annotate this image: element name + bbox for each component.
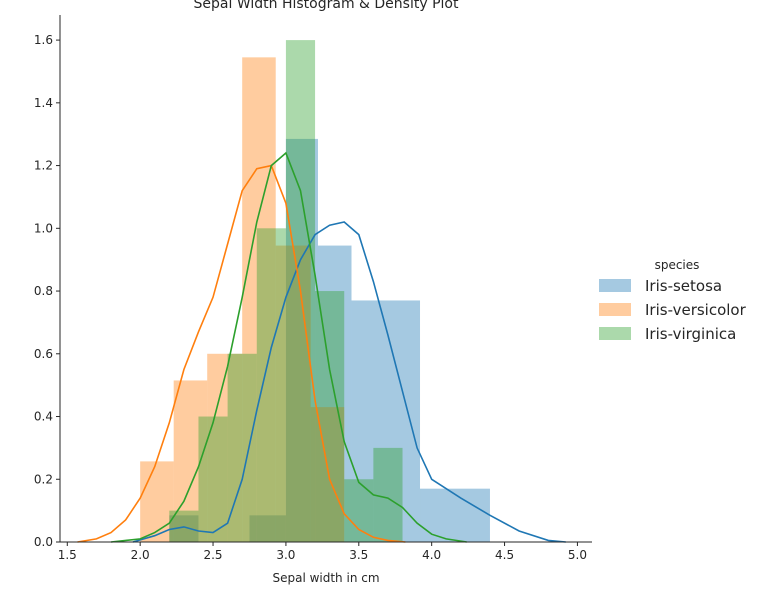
x-tick-label: 2.5 bbox=[203, 548, 222, 562]
legend-label: Iris-setosa bbox=[645, 277, 722, 295]
histogram-bar bbox=[198, 416, 228, 542]
x-tick-label: 4.5 bbox=[495, 548, 514, 562]
histogram-iris-setosa bbox=[169, 138, 490, 542]
histogram-bar bbox=[173, 380, 208, 542]
x-tick-label: 1.5 bbox=[58, 548, 77, 562]
legend-swatch bbox=[599, 279, 631, 292]
density-line-iris-versicolor bbox=[77, 164, 406, 543]
histogram-bar bbox=[207, 353, 243, 542]
legend-label: Iris-virginica bbox=[645, 325, 736, 343]
y-tick-label: 1.6 bbox=[34, 33, 53, 47]
y-tick-label: 0.6 bbox=[34, 347, 53, 361]
histogram-bar bbox=[275, 245, 311, 542]
x-tick-label: 3.0 bbox=[276, 548, 295, 562]
x-axis-label: Sepal width in cm bbox=[272, 571, 379, 585]
histogram-bar bbox=[140, 461, 174, 542]
axes: 1.5 2.0 2.5 3.0 3.5 4.0 4.5 5.0 0.0 0.2 0.4 0.6 0.8… bbox=[34, 15, 592, 562]
y-tick-label: 1.2 bbox=[34, 159, 53, 173]
histogram-bar bbox=[242, 57, 276, 543]
histogram-iris-versicolor bbox=[140, 57, 345, 543]
chart-title: Sepal Width Histogram & Density Plot bbox=[194, 0, 459, 12]
histogram-bar bbox=[351, 300, 421, 542]
y-ticks: 0.0 0.2 0.4 0.6 0.8 1.0 1.2 1.4 1.6 bbox=[34, 33, 60, 549]
histogram-bar bbox=[373, 447, 403, 542]
y-tick-label: 0.4 bbox=[34, 410, 53, 424]
histogram-bar bbox=[256, 228, 286, 543]
x-ticks: 1.5 2.0 2.5 3.0 3.5 4.0 4.5 5.0 bbox=[58, 542, 587, 562]
histogram-bar bbox=[420, 488, 490, 542]
x-tick-label: 2.0 bbox=[131, 548, 150, 562]
y-tick-label: 0.0 bbox=[34, 535, 53, 549]
histogram-bar bbox=[227, 353, 257, 542]
x-tick-label: 4.0 bbox=[422, 548, 441, 562]
density-line-iris-setosa bbox=[132, 221, 566, 543]
histogram-bar bbox=[310, 407, 345, 542]
x-tick-label: 3.5 bbox=[349, 548, 368, 562]
histogram-bar bbox=[285, 138, 318, 542]
histogram-bar bbox=[249, 515, 286, 542]
y-tick-label: 1.4 bbox=[34, 96, 53, 110]
y-tick-label: 0.8 bbox=[34, 284, 53, 298]
legend: species Iris-setosa Iris-versicolor Iris-v… bbox=[599, 258, 747, 343]
density-line-iris-virginica bbox=[110, 151, 467, 543]
histogram-bar bbox=[344, 479, 374, 542]
x-tick-label: 5.0 bbox=[568, 548, 587, 562]
legend-swatch bbox=[599, 303, 631, 316]
plot-area bbox=[77, 40, 566, 543]
legend-swatch bbox=[599, 327, 631, 340]
legend-title: species bbox=[655, 258, 700, 272]
y-tick-label: 1.0 bbox=[34, 221, 53, 235]
legend-label: Iris-versicolor bbox=[645, 301, 747, 319]
y-tick-label: 0.2 bbox=[34, 472, 53, 486]
